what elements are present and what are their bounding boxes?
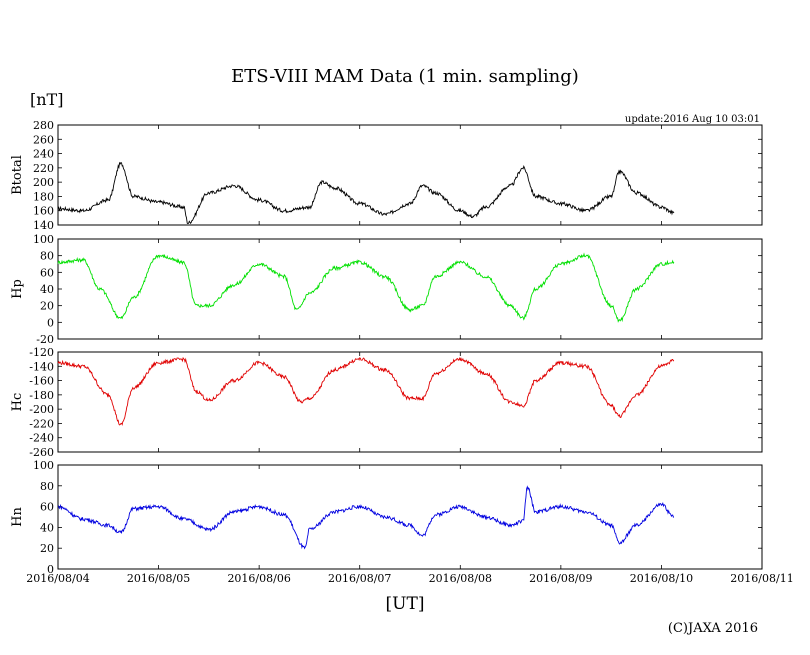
copyright-label: (C)JAXA 2016 (667, 621, 758, 636)
panel-frame (57, 238, 763, 340)
y-tick-label: 60 (40, 266, 54, 279)
x-tick-label: 2016/08/06 (227, 572, 290, 585)
y-tick-label: 100 (33, 459, 54, 472)
y-axis-label: Hn (10, 507, 25, 527)
x-tick-label: 2016/08/09 (529, 572, 592, 585)
x-tick-label: 2016/08/10 (630, 572, 693, 585)
y-tick-label: 80 (40, 480, 54, 493)
y-tick-label: 60 (40, 501, 54, 514)
panel-frame (57, 124, 763, 226)
y-tick-label: 40 (40, 283, 54, 296)
y-tick-label: -140 (29, 360, 54, 373)
update-timestamp: update:2016 Aug 10 03:01 (624, 114, 760, 125)
y-tick-label: 20 (40, 542, 54, 555)
x-tick-label: 2016/08/11 (730, 572, 793, 585)
y-tick-label: -220 (29, 417, 54, 430)
y-tick-label: -120 (29, 346, 54, 359)
y-tick-label: 0 (47, 563, 54, 576)
y-unit-label: [nT] (30, 90, 64, 109)
y-tick-label: -180 (29, 389, 54, 402)
y-tick-label: 40 (40, 521, 54, 534)
y-tick-label: -240 (29, 432, 54, 445)
x-unit-label: [UT] (385, 594, 425, 614)
x-tick-label: 2016/08/08 (429, 572, 492, 585)
y-axis-label: Hp (10, 279, 25, 299)
y-axis-label: Hc (10, 393, 25, 412)
y-tick-label: -200 (29, 403, 54, 416)
y-tick-label: -20 (36, 333, 54, 346)
y-axis-label: Btotal (10, 155, 25, 195)
x-tick-label: 2016/08/07 (328, 572, 391, 585)
y-tick-label: 180 (33, 190, 54, 203)
x-tick-label: 2016/08/04 (26, 572, 89, 585)
series-line-hp (57, 252, 675, 323)
y-tick-label: 100 (33, 233, 54, 246)
y-tick-label: 260 (33, 133, 54, 146)
y-tick-label: 240 (33, 148, 54, 161)
y-tick-label: 20 (40, 300, 54, 313)
series-line-btotal (57, 161, 675, 225)
y-tick-label: 140 (33, 219, 54, 232)
y-tick-label: 200 (33, 176, 54, 189)
y-tick-label: 280 (33, 119, 54, 132)
series-line-hn (57, 485, 675, 550)
y-tick-label: 160 (33, 205, 54, 218)
y-tick-label: -160 (29, 375, 54, 388)
y-tick-label: -260 (29, 446, 54, 459)
panel-frame (57, 464, 763, 570)
y-tick-label: 220 (33, 162, 54, 175)
chart-title: ETS-VIII MAM Data (1 min. sampling) (231, 66, 579, 87)
x-tick-label: 2016/08/05 (127, 572, 190, 585)
series-line-hc (57, 356, 675, 426)
y-tick-label: 80 (40, 250, 54, 263)
y-tick-label: 0 (47, 316, 54, 329)
panel-frame (57, 351, 763, 453)
